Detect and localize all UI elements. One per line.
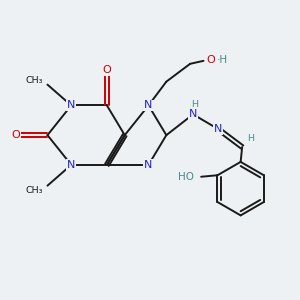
Text: N: N: [67, 100, 75, 110]
Text: N: N: [67, 160, 75, 170]
Text: N: N: [214, 124, 223, 134]
Text: N: N: [189, 109, 197, 119]
Text: CH₃: CH₃: [26, 76, 43, 85]
Text: N: N: [144, 100, 153, 110]
Text: O: O: [206, 55, 215, 65]
Text: HO: HO: [178, 172, 194, 182]
Text: O: O: [103, 65, 111, 75]
Text: CH₃: CH₃: [26, 186, 43, 195]
Text: H: H: [247, 134, 254, 143]
Text: ·H: ·H: [217, 55, 228, 65]
Text: N: N: [144, 160, 153, 170]
Text: H: H: [191, 100, 198, 109]
Text: O: O: [11, 130, 20, 140]
